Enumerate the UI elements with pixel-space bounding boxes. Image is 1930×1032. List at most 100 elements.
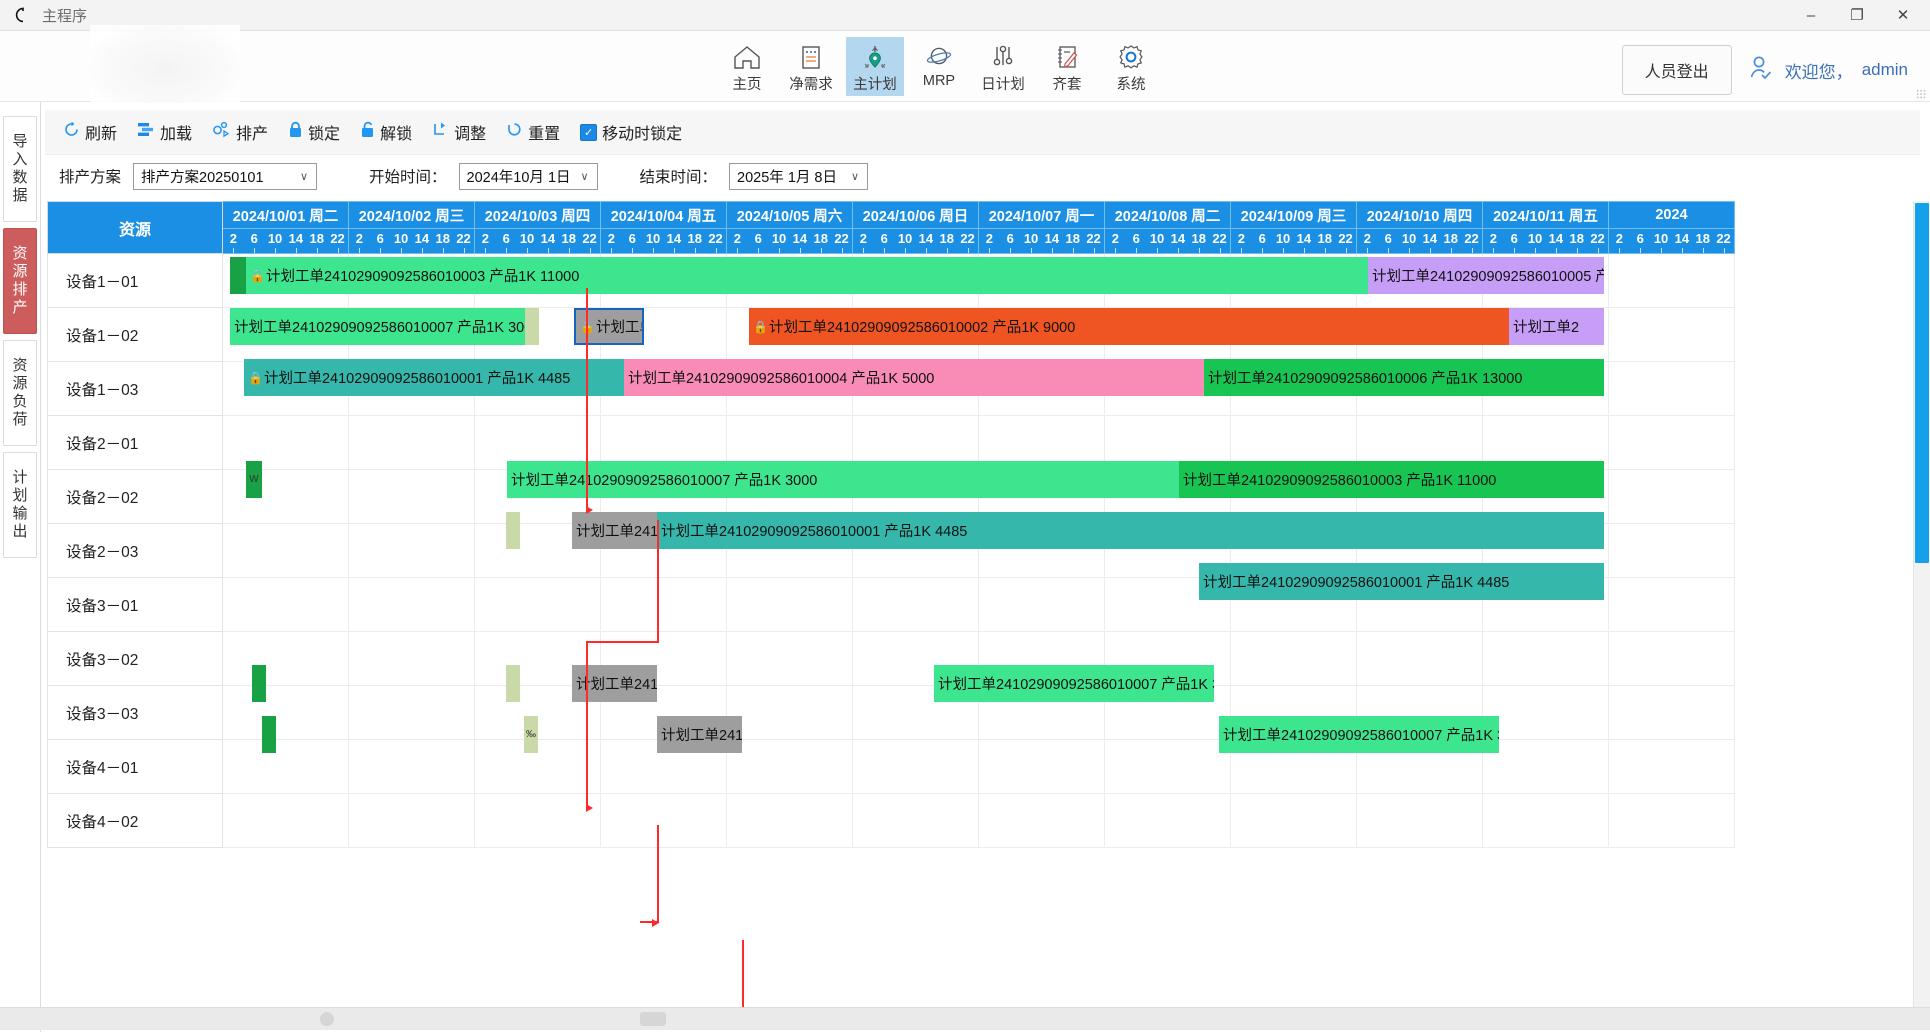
lock-closed-icon: 🔒 <box>248 371 263 385</box>
nav-item-daily-plan[interactable]: 日计划 <box>974 37 1032 96</box>
resize-grip[interactable] <box>1916 89 1926 99</box>
resource-name-cell[interactable]: 设备4－02 <box>48 794 223 848</box>
plan-select-value: 排产方案20250101 <box>141 166 292 187</box>
gantt-task-bar[interactable]: 🔒计划工单2 <box>574 308 644 345</box>
gantt-task-bar[interactable]: 🔒计划工单24102909092586010001 产品1K 4485 <box>244 359 624 396</box>
gantt-task-bar[interactable]: 🔒计划工单24102909092586010002 产品1K 9000 <box>749 308 1509 345</box>
dependency-arrow-head <box>586 506 593 514</box>
gantt-marker[interactable]: W <box>246 461 262 498</box>
gantt-task-label: 计划工单24102909092586010007 产品1K 3000 <box>511 469 817 490</box>
account-area: 人员登出 欢迎您， admin <box>1622 45 1908 95</box>
gantt-task-label: 计划工单24102909092586010002 产品1K 9000 <box>769 316 1075 337</box>
gantt-task-bar[interactable]: 计划工单24102909092586010007 产品1K 3000 <box>230 308 525 345</box>
checkbox-box[interactable]: ✓ <box>580 124 597 141</box>
sliders-icon <box>988 40 1018 72</box>
gantt-task-bar[interactable]: 计划工单24102909092586010003 产品1K 11000 <box>1179 461 1604 498</box>
resource-name-cell[interactable]: 设备2－01 <box>48 416 223 470</box>
day-header[interactable]: 2024/10/08 周二 <box>1105 202 1231 229</box>
gantt-task-bar[interactable]: 计划工单2 <box>1509 308 1604 345</box>
gantt-marker[interactable] <box>230 257 246 294</box>
day-header[interactable]: 2024/10/09 周三 <box>1231 202 1357 229</box>
resource-name-cell[interactable]: 设备1－02 <box>48 308 223 362</box>
nav-item-home[interactable]: 主页 <box>718 37 776 96</box>
sidebar-item-resource-load[interactable]: 资源负荷 <box>3 340 37 446</box>
close-button[interactable]: ✕ <box>1880 0 1926 30</box>
gantt-task-bar[interactable]: 计划工单24102909092586010005 产品1K 7000 <box>1368 257 1604 294</box>
chevron-down-icon: ∨ <box>573 170 597 183</box>
gantt-marker[interactable] <box>525 308 539 345</box>
gantt-marker[interactable] <box>506 665 520 702</box>
gantt-task-bar[interactable]: 计划工单241 <box>572 512 657 549</box>
day-header[interactable]: 2024/10/02 周三 <box>349 202 475 229</box>
day-header[interactable]: 2024/10/04 周五 <box>601 202 727 229</box>
resource-name-cell[interactable]: 设备1－01 <box>48 254 223 308</box>
logout-button[interactable]: 人员登出 <box>1622 45 1732 95</box>
day-header[interactable]: 2024/10/06 周日 <box>853 202 979 229</box>
gantt-task-bar[interactable]: 计划工单24102909092586010007 产品1K 3000 <box>507 461 1179 498</box>
schedule-button[interactable]: 排产 <box>212 120 268 144</box>
load-button[interactable]: 加载 <box>137 120 192 144</box>
load-icon <box>137 121 155 143</box>
sidebar-item-resource-scheduling[interactable]: 资源排产 <box>3 228 37 334</box>
day-header[interactable]: 2024 <box>1609 202 1735 229</box>
end-time-label: 结束时间： <box>640 165 718 187</box>
nav-item-master-plan[interactable]: 主计划 <box>846 37 904 96</box>
start-date-select[interactable]: 2024年10月 1日 ∨ <box>459 163 598 190</box>
sidebar-item-import-data[interactable]: 导入数据 <box>3 116 37 222</box>
gantt-task-label: 计划工单2 <box>1513 316 1579 337</box>
nav-item-net-requirement[interactable]: 净需求 <box>782 37 840 96</box>
gantt-task-label: 计划工单24102909092586010001 产品1K 4485 <box>1203 571 1509 592</box>
gantt-task-bar[interactable]: 🔒计划工单24102909092586010003 产品1K 11000 <box>246 257 1368 294</box>
gantt-task-bar[interactable]: 计划工单24102909092586010007 产品1K 3000 <box>934 665 1214 702</box>
sidebar-item-plan-output[interactable]: 计划输出 <box>3 452 37 558</box>
gantt-task-label: 计划工单24102909092586010001 产品1K 4485 <box>264 367 570 388</box>
end-date-select[interactable]: 2025年 1月 8日 ∨ <box>729 163 868 190</box>
taskbar-item[interactable] <box>320 1012 334 1026</box>
gantt-task-bar[interactable]: 计划工单24102909092586010004 产品1K 5000 <box>624 359 1204 396</box>
day-header[interactable]: 2024/10/03 周四 <box>475 202 601 229</box>
plan-select[interactable]: 排产方案20250101 ∨ <box>133 163 317 190</box>
gantt-task-bar[interactable]: 计划工单24102909092586010007 产品1K 3000 <box>1219 716 1499 753</box>
gantt-task-bar[interactable]: 计划工单241 <box>572 665 657 702</box>
vertical-scrollbar-thumb[interactable] <box>1915 203 1929 563</box>
unlock-button[interactable]: 解锁 <box>360 120 412 144</box>
gantt-marker[interactable]: ‰ <box>524 716 538 753</box>
nav-item-system[interactable]: 系统 <box>1102 37 1160 96</box>
day-header[interactable]: 2024/10/05 周六 <box>727 202 853 229</box>
taskbar-item[interactable] <box>640 1012 666 1026</box>
day-header[interactable]: 2024/10/07 周一 <box>979 202 1105 229</box>
filter-bar: 排产方案 排产方案20250101 ∨ 开始时间： 2024年10月 1日 ∨ … <box>41 155 1930 197</box>
day-header[interactable]: 2024/10/01 周二 <box>223 202 349 229</box>
nav-item-kitting[interactable]: 齐套 <box>1038 37 1096 96</box>
resource-name-cell[interactable]: 设备3－03 <box>48 686 223 740</box>
lock-button[interactable]: 锁定 <box>288 120 340 144</box>
resource-name-cell[interactable]: 设备3－01 <box>48 578 223 632</box>
vertical-scrollbar[interactable] <box>1913 201 1930 1008</box>
gantt-task-bar[interactable]: 计划工单24102909092586010001 产品1K 4485 <box>1199 563 1604 600</box>
day-header[interactable]: 2024/10/11 周五 <box>1483 202 1609 229</box>
resource-name-cell[interactable]: 设备1－03 <box>48 362 223 416</box>
gantt-marker[interactable] <box>262 716 276 753</box>
gantt-task-bar[interactable]: 计划工单24102909092586010001 产品1K 4485 <box>657 512 1604 549</box>
resource-name-cell[interactable]: 设备3－02 <box>48 632 223 686</box>
day-header[interactable]: 2024/10/10 周四 <box>1357 202 1483 229</box>
resource-name-cell[interactable]: 设备2－03 <box>48 524 223 578</box>
adjust-button[interactable]: 调整 <box>432 120 486 144</box>
reset-button[interactable]: 重置 <box>506 120 560 144</box>
user-name: admin <box>1862 60 1908 80</box>
gantt-marker[interactable] <box>506 512 520 549</box>
gantt-task-bar[interactable]: 计划工单24102909092586010006 产品1K 13000 <box>1204 359 1604 396</box>
gantt-marker[interactable] <box>252 665 266 702</box>
resource-name-cell[interactable]: 设备2－02 <box>48 470 223 524</box>
nav-item-mrp[interactable]: MRP <box>910 37 968 96</box>
resource-name-cell[interactable]: 设备4－01 <box>48 740 223 794</box>
gantt-task-bar[interactable]: 计划工单241 <box>657 716 742 753</box>
refresh-button[interactable]: 刷新 <box>63 120 117 144</box>
minimize-button[interactable]: – <box>1788 0 1834 30</box>
maximize-button[interactable]: ❐ <box>1834 0 1880 30</box>
schedule-gear-icon <box>212 121 231 143</box>
lock-on-move-checkbox[interactable]: ✓ 移动时锁定 <box>580 120 682 144</box>
checkbox-label: 移动时锁定 <box>602 120 682 144</box>
